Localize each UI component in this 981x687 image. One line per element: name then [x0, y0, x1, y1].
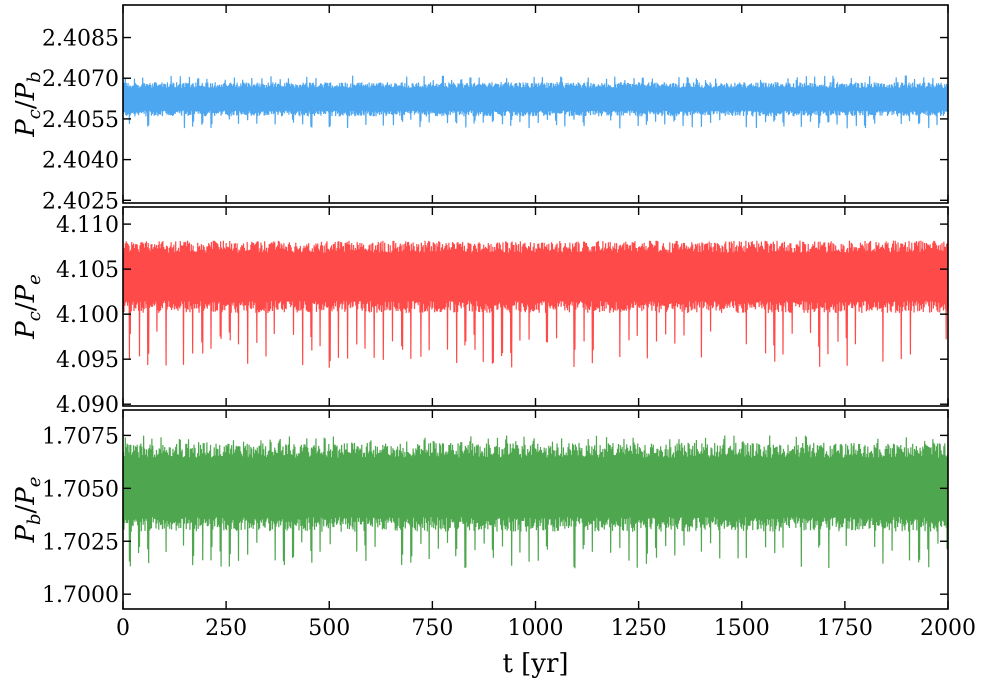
y-tick-label-3-2: 1.7050 — [42, 477, 119, 502]
y-axis-label-part: c — [24, 109, 45, 119]
series-line-1 — [122, 75, 949, 129]
y-axis-label-2: Pc/Pe — [11, 274, 45, 340]
x-tick-label-4: 1000 — [508, 616, 564, 641]
y-tick-label-1-1: 2.4040 — [42, 149, 119, 174]
y-tick-label-1-2: 2.4055 — [42, 108, 119, 133]
y-tick-label-2-3: 4.105 — [56, 258, 119, 283]
y-axis-label-1: Pc/Pb — [11, 71, 45, 137]
y-tick-label-2-0: 4.090 — [56, 393, 119, 418]
y-axis-label-part: P — [11, 524, 41, 543]
series-line-2 — [122, 240, 949, 368]
y-axis-label-part: c — [24, 311, 45, 321]
y-axis-label-part: P — [11, 487, 41, 506]
y-axis-label-3: Pb/Pe — [11, 477, 45, 544]
x-tick-label-2: 500 — [308, 616, 350, 641]
x-tick-label-0: 0 — [116, 616, 130, 641]
x-tick-label-8: 2000 — [920, 616, 976, 641]
series-line-3 — [122, 435, 949, 569]
panels-group: 2.40252.40402.40552.40702.4085Pc/Pb4.090… — [11, 4, 976, 641]
x-tick-label-7: 1750 — [817, 616, 873, 641]
y-axis-label-part: / — [11, 100, 41, 109]
y-tick-label-3-3: 1.7075 — [42, 424, 119, 449]
y-axis-label-part: / — [11, 504, 41, 513]
x-tick-label-6: 1500 — [714, 616, 770, 641]
y-axis-label-part: / — [11, 302, 41, 311]
y-tick-label-3-0: 1.7000 — [42, 583, 119, 608]
y-axis-label-part: b — [24, 513, 45, 525]
y-tick-label-2-1: 4.095 — [56, 348, 119, 373]
y-tick-label-2-2: 4.100 — [56, 303, 119, 328]
y-axis-label-part: P — [11, 82, 41, 101]
x-tick-label-3: 750 — [411, 616, 453, 641]
y-axis-label-part: e — [24, 274, 45, 285]
y-tick-label-2-4: 4.110 — [56, 213, 119, 238]
y-axis-label-part: P — [11, 284, 41, 303]
y-axis-label-part: P — [11, 321, 41, 340]
y-tick-label-1-0: 2.4025 — [42, 189, 119, 214]
x-axis-label: t [yr] — [502, 649, 568, 679]
y-tick-label-3-1: 1.7025 — [42, 530, 119, 555]
y-axis-label-part: P — [11, 119, 41, 138]
y-axis-label-part: e — [24, 477, 45, 488]
y-tick-label-1-3: 2.4070 — [42, 67, 119, 92]
y-tick-label-1-4: 2.4085 — [42, 27, 119, 52]
y-axis-label-part: b — [24, 71, 45, 83]
x-tick-label-5: 1250 — [611, 616, 667, 641]
x-tick-label-1: 250 — [205, 616, 247, 641]
